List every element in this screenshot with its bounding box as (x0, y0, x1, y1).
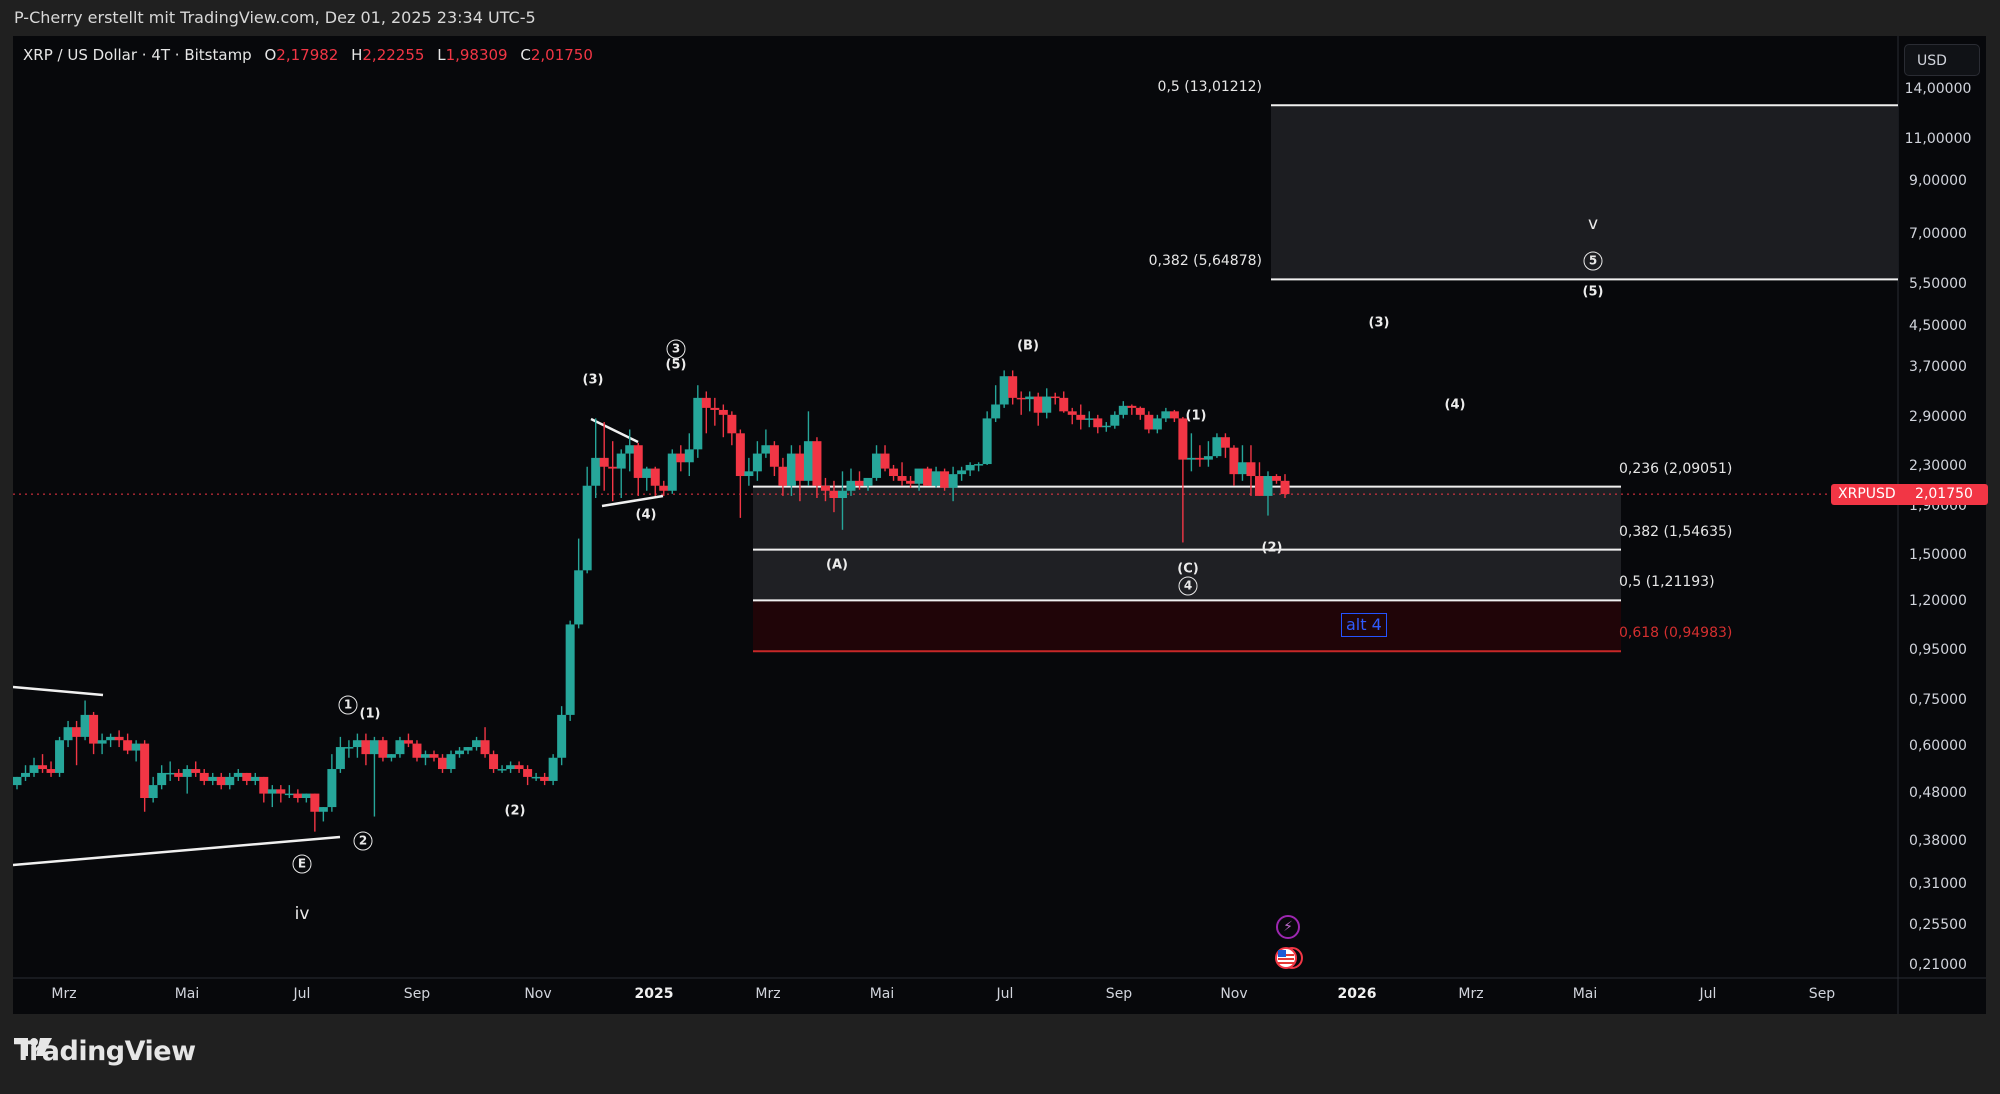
circled-wave-label: E (292, 854, 312, 874)
circled-wave-label: 1 (338, 695, 358, 715)
chart-attribution: P-Cherry erstellt mit TradingView.com, D… (14, 8, 536, 27)
fib-level-label: 0,382 (5,64878) (1148, 253, 1262, 270)
circled-wave-label: 3 (666, 339, 686, 359)
time-tick: Mai (869, 986, 895, 1002)
price-tick: 7,00000 (1909, 225, 1967, 242)
time-tick: Mrz (755, 986, 781, 1002)
price-tick: 0,25500 (1909, 916, 1967, 933)
price-tick: 0,31000 (1909, 875, 1967, 892)
currency-button[interactable]: USD (1904, 44, 1980, 76)
price-tick: 0,75000 (1909, 691, 1967, 708)
wave-label: v (1587, 214, 1599, 234)
time-tick: Mai (174, 986, 200, 1002)
time-tick: Mrz (51, 986, 77, 1002)
price-tick: 1,50000 (1909, 546, 1967, 563)
price-tick: 0,21000 (1909, 957, 1967, 974)
wave-label: (3) (1368, 315, 1390, 331)
fib-level-label: 0,236 (2,09051) (1619, 460, 1733, 477)
fib-level-label: 0,618 (0,94983) (1619, 625, 1733, 642)
symbol-legend: XRP / US Dollar · 4T · Bitstamp O2,17982… (23, 46, 593, 64)
wave-label: (A) (826, 557, 848, 573)
low-label: L (437, 46, 446, 64)
high-label: H (351, 46, 363, 64)
fib-level-label: 0,5 (1,21193) (1619, 574, 1715, 591)
chart-panel[interactable]: XRP / US Dollar · 4T · Bitstamp O2,17982… (13, 36, 1988, 1014)
symbol-price-tag: XRPUSD (1831, 484, 1903, 505)
time-tick: 2026 (1337, 986, 1377, 1002)
price-tick: 1,20000 (1909, 593, 1967, 610)
time-tick: 2025 (634, 986, 674, 1002)
wave-label: (5) (1582, 284, 1604, 300)
time-tick: Sep (1808, 986, 1836, 1002)
circled-wave-label: 2 (353, 831, 373, 851)
time-tick: Nov (1220, 986, 1248, 1002)
wave-label: (1) (359, 706, 381, 722)
chart-canvas[interactable] (13, 36, 1986, 1014)
price-tick: 5,50000 (1909, 275, 1967, 292)
tradingview-logo[interactable]: TradingView (14, 1036, 196, 1067)
wave-label: (4) (635, 507, 657, 523)
tradingview-logo-icon (14, 1038, 52, 1056)
time-tick: Jul (996, 986, 1014, 1002)
high-value: 2,22255 (362, 46, 425, 64)
wave-label: (3) (582, 372, 604, 388)
wave-label: iv (294, 904, 310, 924)
price-tick: 14,00000 (1904, 80, 1972, 97)
circled-wave-label: 5 (1583, 251, 1603, 271)
close-label: C (520, 46, 531, 64)
open-value: 2,17982 (276, 46, 339, 64)
time-tick: Sep (403, 986, 431, 1002)
time-tick: Jul (293, 986, 311, 1002)
time-tick: Sep (1105, 986, 1133, 1002)
open-label: O (264, 46, 277, 64)
price-tick: 11,00000 (1904, 131, 1972, 148)
wave-label: (4) (1444, 397, 1466, 413)
wave-label: (2) (504, 803, 526, 819)
price-tick: 9,00000 (1909, 173, 1967, 190)
fib-level-label: 0,5 (13,01212) (1157, 79, 1262, 96)
price-tick: 2,90000 (1909, 409, 1967, 426)
symbol-title[interactable]: XRP / US Dollar · 4T · Bitstamp (23, 46, 252, 64)
time-tick: Mai (1572, 986, 1598, 1002)
price-tick: 0,60000 (1909, 738, 1967, 755)
us-flag-icon[interactable] (1274, 946, 1304, 970)
fib-level-label: 0,382 (1,54635) (1619, 523, 1733, 540)
low-value: 1,98309 (445, 46, 508, 64)
price-tick: 0,48000 (1909, 784, 1967, 801)
time-tick: Mrz (1458, 986, 1484, 1002)
time-tick: Jul (1699, 986, 1717, 1002)
wave-label: (B) (1017, 338, 1039, 354)
price-tick: 0,95000 (1909, 642, 1967, 659)
last-price-tag: 2,01750 (1900, 484, 1988, 505)
price-tick: 2,30000 (1909, 457, 1967, 474)
lightning-icon[interactable]: ⚡ (1276, 915, 1300, 939)
wave-label: (2) (1261, 540, 1283, 556)
wave-label: (1) (1185, 408, 1207, 424)
circled-wave-label: 4 (1178, 576, 1198, 596)
wave-label: (C) (1177, 561, 1199, 577)
price-tick: 3,70000 (1909, 358, 1967, 375)
close-value: 2,01750 (530, 46, 593, 64)
wave-label: (5) (665, 357, 687, 373)
price-tick: 4,50000 (1909, 317, 1967, 334)
alt-4-label: alt 4 (1341, 613, 1387, 637)
time-tick: Nov (524, 986, 552, 1002)
price-tick: 0,38000 (1909, 833, 1967, 850)
